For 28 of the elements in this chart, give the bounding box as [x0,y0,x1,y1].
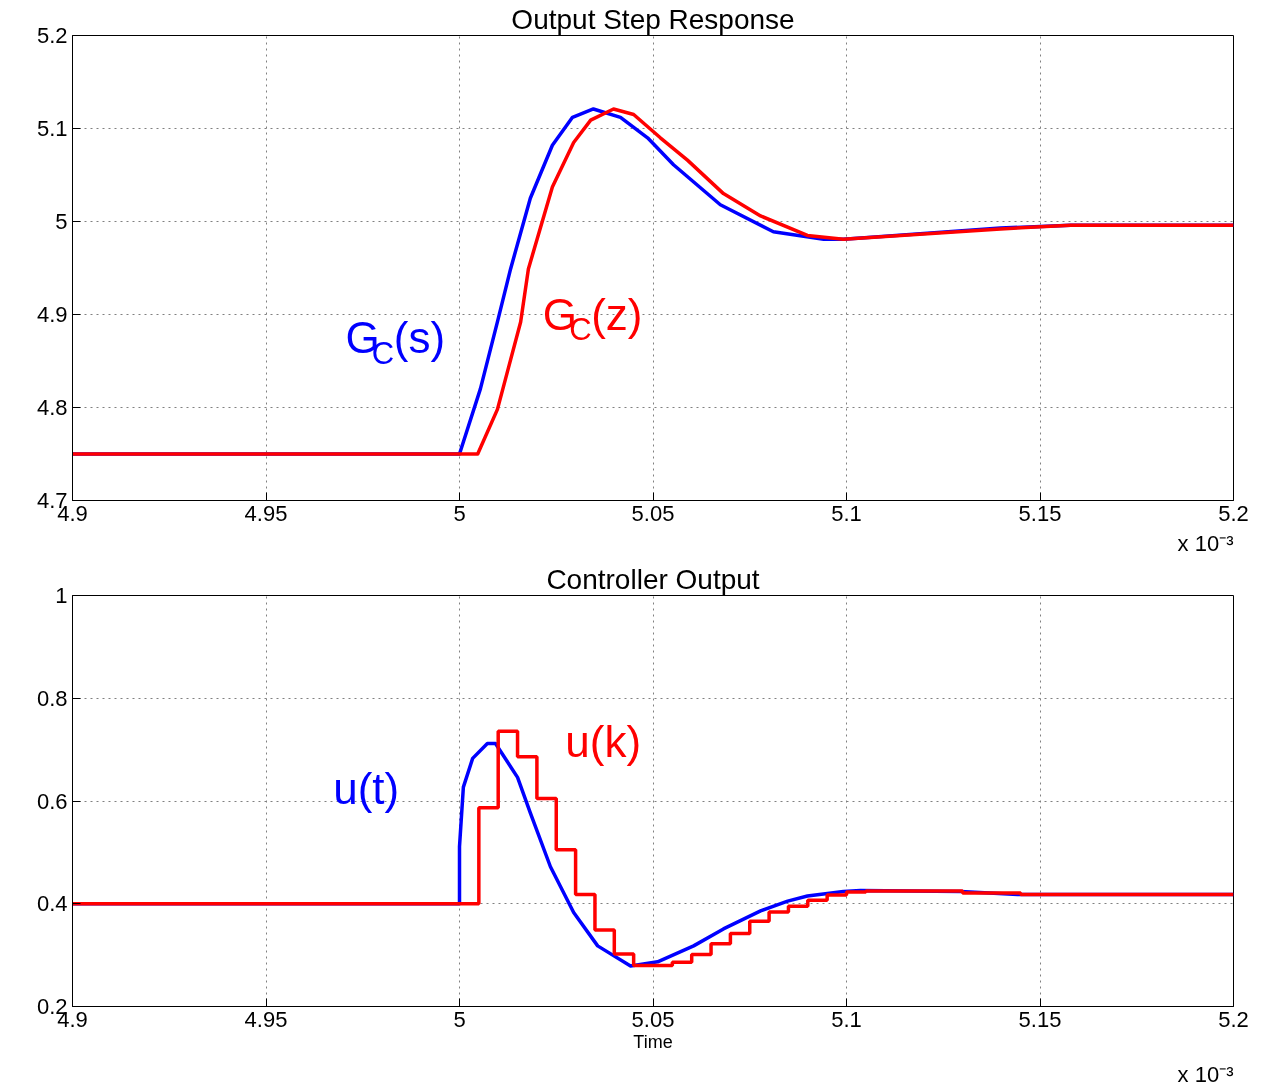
y-tick-label: 5 [55,209,68,234]
x-tick-label: 4.95 [244,500,288,526]
y-tick-label: 5.1 [36,116,68,141]
text: x 10⁻³ [1177,1061,1234,1087]
x-tick-label: 4.95 [244,1006,288,1032]
x-tick-label: 5 [453,500,466,526]
x-tick-label: 5.15 [1018,1006,1062,1032]
x-tick-label: 5.05 [631,1006,675,1032]
x-tick-label: 5.1 [831,500,862,526]
x-tick-label: 5.2 [1218,1006,1249,1032]
series-label: u(k) [565,716,642,766]
y-tick-label: 5.2 [36,23,68,48]
y-tick-label: 4.9 [36,302,68,327]
x-tick-label: 5 [453,1006,466,1032]
y-tick-label: 0.8 [36,685,68,711]
x-tick-label: 5.1 [831,1006,862,1032]
x-tick-label: 5.05 [631,500,675,526]
x-axis-title: Time [633,1031,673,1052]
y-tick-label: 0.6 [36,788,68,814]
series-label: u(t) [333,764,400,814]
x-tick-label: 5.2 [1218,500,1249,526]
text: x 10⁻³ [1177,530,1234,556]
x-tick-label: 5.15 [1018,500,1062,526]
y-tick-label: 4.8 [36,395,68,420]
y-tick-label: 0.4 [36,891,68,917]
chart-title: Output Step Response [511,3,795,35]
y-tick-label: 1 [55,583,68,608]
chart-title: Controller Output [546,563,760,595]
